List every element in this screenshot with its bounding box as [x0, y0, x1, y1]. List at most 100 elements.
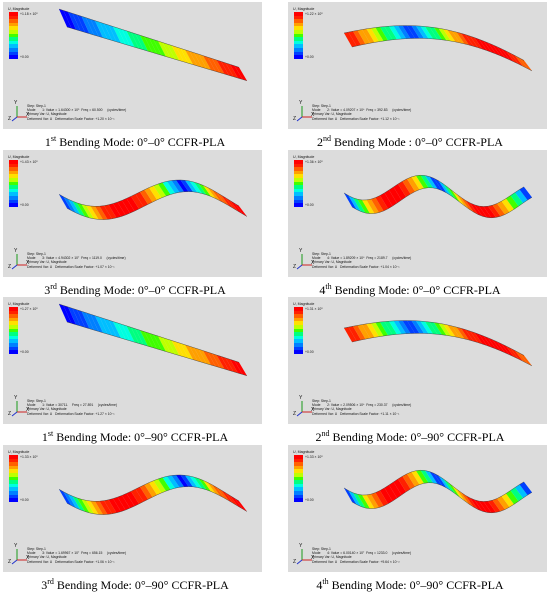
legend-swatch — [294, 51, 303, 56]
beam-segment — [398, 476, 411, 492]
axis-triad-icon: Y X Z — [293, 543, 315, 566]
beam-segment — [221, 61, 234, 77]
axis-label: X — [26, 555, 30, 561]
beam-segment — [425, 470, 438, 484]
mode-shape-panel: U, Magnitude +1.31 × 10⁰ +0.00 Y X Z Step: Ste… — [288, 297, 547, 424]
legend-swatch — [9, 487, 18, 492]
beam-segment — [171, 475, 184, 488]
info-line-mode: Mode 4: Value = 6.00140 × 10⁷ Freq = 123… — [312, 551, 412, 556]
legend-swatch — [9, 19, 18, 23]
beam-segment — [411, 25, 424, 39]
step-info: Step: Step-1 Mode 2: Value = 2.09506 × 10… — [312, 399, 411, 416]
beam-segment — [180, 474, 193, 487]
beam-segment — [456, 32, 469, 46]
axis-label: X — [311, 260, 315, 266]
beam-segment — [221, 356, 234, 372]
beam-segment — [380, 487, 393, 504]
beam-segment — [362, 494, 375, 509]
beam-segment — [384, 485, 397, 502]
step-info: Step: Step-1 Mode 1: Value = 1.64300 × 10… — [27, 104, 126, 121]
legend-swatch — [294, 185, 303, 189]
legend-title: U, Magnitude — [293, 450, 315, 454]
beam-segment — [407, 320, 420, 334]
beam-segment — [393, 320, 406, 334]
beam-segment — [86, 17, 99, 37]
beam-segment — [411, 320, 424, 334]
beam-segment — [515, 55, 528, 69]
beam-segment — [203, 480, 216, 494]
caption-text: Bending Mode: 0°–90° CCFR-PLA — [53, 578, 229, 592]
legend-min-value: +0.00 — [20, 203, 29, 207]
legend-swatch — [294, 480, 303, 484]
legend-swatch — [9, 40, 18, 45]
beam-segment — [216, 59, 229, 76]
caption-ordinal: st — [47, 429, 54, 438]
beam-segment — [456, 488, 469, 505]
legend-swatch — [9, 328, 18, 333]
beam-segment — [113, 497, 126, 512]
beam-segment — [384, 26, 397, 40]
deformed-beam — [343, 469, 533, 514]
beam-segment — [122, 29, 135, 48]
beam-segment — [501, 48, 514, 62]
beam-segment — [68, 306, 81, 327]
beam-segment — [362, 323, 375, 339]
beam-segment — [81, 204, 94, 219]
legend-swatch — [294, 19, 303, 23]
beam-segment — [207, 352, 220, 368]
legend-swatch — [9, 163, 18, 168]
beam-segment — [398, 181, 411, 197]
beam-segment — [488, 500, 501, 513]
info-line-step: Step: Step-1 — [312, 546, 331, 551]
axis-label: X — [311, 555, 315, 561]
beam-segment — [443, 183, 456, 199]
legend-swatch — [294, 192, 303, 197]
info-line-deformed: Deformed Var: U Deformation Scale Factor… — [27, 559, 115, 564]
beam-segment — [104, 204, 117, 219]
beam-segment — [362, 199, 375, 214]
legend-color-bar — [9, 307, 18, 354]
beam-segment — [203, 350, 216, 367]
beam-segment — [95, 315, 108, 335]
legend-min-value: +0.00 — [305, 55, 314, 59]
beam-segment — [452, 190, 465, 206]
beam-segment — [212, 484, 225, 499]
legend-swatch — [294, 465, 303, 470]
beam-segment — [234, 203, 247, 217]
beam-segment — [198, 183, 211, 197]
beam-segment — [162, 476, 175, 490]
info-line-primary: Primary Var: U, Magnitude — [27, 260, 67, 265]
info-line-primary: Primary Var: U, Magnitude — [27, 407, 67, 412]
info-line-deformed: Deformed Var: U Deformation Scale Factor… — [312, 559, 400, 564]
axis-label: Y — [299, 100, 303, 106]
legend-swatch — [294, 491, 303, 495]
beam-segment — [131, 489, 144, 504]
axis-label: Y — [299, 543, 303, 549]
beam-segment — [131, 327, 144, 345]
beam-segment — [371, 197, 384, 213]
legend-swatch — [9, 494, 18, 499]
legend-min-value: +0.00 — [20, 498, 29, 502]
axis-label: X — [311, 407, 315, 413]
axis-label: Z — [8, 559, 12, 565]
beam-segment — [407, 471, 420, 487]
beam-segment — [438, 475, 451, 491]
beam-segment — [167, 338, 180, 356]
beam-segment — [189, 346, 202, 363]
beam-segment — [140, 189, 153, 205]
beam-segment — [425, 321, 438, 335]
beam-segment — [443, 478, 456, 494]
beam-segment — [474, 204, 487, 218]
beam-segment — [492, 498, 505, 512]
mode-shape-panel: U, Magnitude +1.33 × 10⁰ +0.00 Y X Z Step: Ste… — [3, 445, 262, 572]
legend-swatch — [9, 310, 18, 315]
axis-triad-icon: Y X Z — [8, 100, 29, 123]
legend-max-value: +1.31 × 10⁰ — [305, 307, 323, 311]
beam-segment — [438, 180, 451, 196]
beam-segment — [90, 206, 103, 220]
beam-segment — [171, 45, 184, 62]
beam-segment — [234, 498, 247, 512]
beam-segment — [140, 484, 153, 500]
beam-segment — [86, 205, 99, 220]
legend-swatch — [9, 33, 18, 38]
